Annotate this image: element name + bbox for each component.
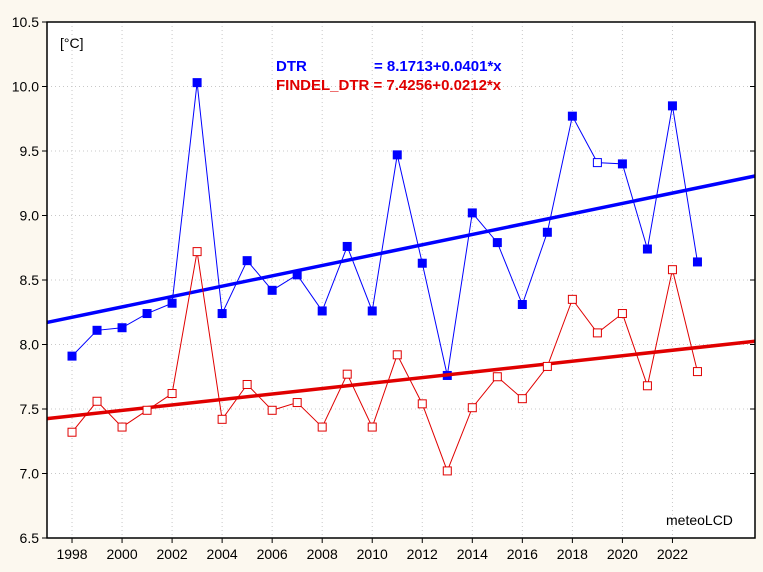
y-tick-label: 10.5	[12, 14, 39, 30]
x-tick-label: 2014	[457, 546, 488, 562]
dtr-point	[642, 244, 652, 254]
findel-dtr-point	[542, 361, 552, 371]
dtr-point	[692, 257, 702, 267]
findel-dtr-point	[242, 379, 252, 389]
legend-dtr-equation: = 8.1713+0.0401*x	[374, 58, 502, 75]
x-tick-label: 2004	[207, 546, 238, 562]
findel-dtr-point	[292, 398, 302, 408]
findel-dtr-point	[492, 372, 502, 382]
y-tick-label: 8.5	[20, 272, 40, 288]
findel-dtr-series-line	[71, 251, 698, 473]
y-tick-label: 8.0	[20, 337, 40, 353]
x-tick-label: 2016	[507, 546, 538, 562]
x-tick-label: 2000	[106, 546, 137, 562]
legend-dtr-label: DTR	[276, 58, 307, 75]
findel-dtr-point	[692, 367, 702, 377]
findel-dtr-point	[467, 403, 477, 413]
dtr-point	[92, 325, 102, 335]
findel-dtr-trend-line	[46, 339, 756, 421]
dtr-point	[392, 150, 402, 160]
dtr-point	[142, 309, 152, 319]
findel-dtr-point	[317, 422, 327, 432]
y-tick-label: 7.0	[20, 466, 40, 482]
legend-findel-equation: FINDEL_DTR = 7.4256+0.0212*x	[276, 77, 502, 94]
findel-dtr-point	[142, 405, 152, 415]
dtr-point	[117, 323, 127, 333]
dtr-point	[167, 298, 177, 308]
x-tick-label: 2010	[357, 546, 388, 562]
findel-dtr-point	[267, 405, 277, 415]
plot-frame	[46, 21, 756, 539]
dtr-point	[667, 101, 677, 111]
findel-dtr-point	[567, 294, 577, 304]
dtr-point	[242, 256, 252, 266]
dtr-point	[217, 309, 227, 319]
findel-dtr-point	[592, 328, 602, 338]
dtr-point	[567, 111, 577, 121]
findel-dtr-point	[442, 466, 452, 476]
dtr-point	[467, 208, 477, 218]
x-tick-label: 2020	[607, 546, 638, 562]
findel-dtr-point	[642, 381, 652, 391]
findel-dtr-point	[92, 396, 102, 406]
dtr-point	[542, 227, 552, 237]
findel-dtr-point	[417, 399, 427, 409]
findel-dtr-point	[367, 422, 377, 432]
dtr-point	[417, 258, 427, 268]
y-tick-label: 10.0	[12, 79, 39, 95]
dtr-trend-line	[46, 174, 756, 325]
findel-dtr-point	[192, 247, 202, 257]
y-tick-label: 6.5	[20, 530, 40, 546]
y-tick-label: 7.5	[20, 401, 40, 417]
findel-dtr-point	[342, 369, 352, 379]
dtr-point	[592, 158, 602, 168]
x-tick-label: 2012	[407, 546, 438, 562]
dtr-point	[367, 306, 377, 316]
findel-dtr-point	[667, 265, 677, 275]
findel-dtr-point	[517, 394, 527, 404]
x-tick-label: 2022	[657, 546, 688, 562]
meteolcd-annotation: meteoLCD	[666, 512, 733, 528]
dtr-point	[317, 306, 327, 316]
x-tick-label: 2002	[157, 546, 188, 562]
findel-dtr-point	[117, 422, 127, 432]
x-tick-label: 1998	[56, 546, 87, 562]
dtr-point	[492, 238, 502, 248]
findel-dtr-point	[167, 389, 177, 399]
findel-dtr-point	[217, 414, 227, 424]
dtr-series-line	[71, 82, 698, 376]
x-tick-label: 2018	[557, 546, 588, 562]
y-tick-label: 9.0	[20, 208, 40, 224]
dtr-point	[342, 241, 352, 251]
findel-dtr-point	[67, 427, 77, 437]
dtr-point	[67, 351, 77, 361]
dtr-point	[267, 285, 277, 295]
y-unit-label: [°C]	[60, 35, 84, 51]
dtr-point	[517, 300, 527, 310]
findel-dtr-point	[392, 350, 402, 360]
x-tick-label: 2006	[257, 546, 288, 562]
dtr-point	[192, 78, 202, 88]
x-tick-label: 2008	[307, 546, 338, 562]
findel-dtr-point	[617, 309, 627, 319]
y-tick-label: 9.5	[20, 143, 40, 159]
dtr-point	[292, 270, 302, 280]
dtr-point	[617, 159, 627, 169]
plot-area	[47, 22, 755, 538]
